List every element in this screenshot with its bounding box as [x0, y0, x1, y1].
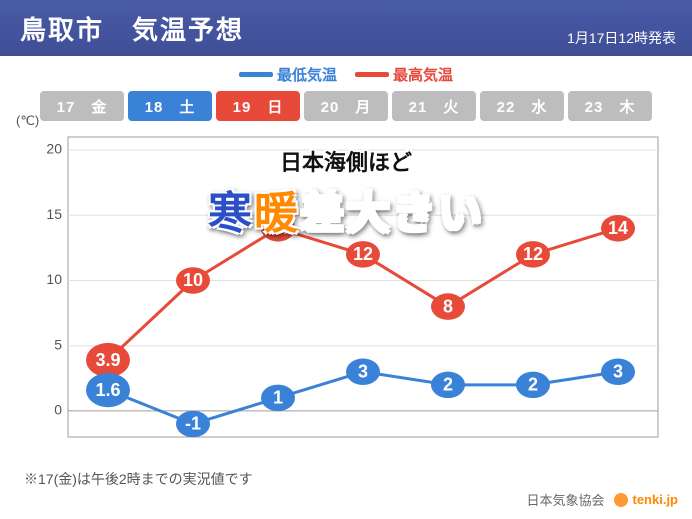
- value-label: 12: [523, 244, 543, 264]
- y-tick-label: 20: [46, 141, 62, 157]
- legend-low-label: 最低気温: [277, 64, 337, 85]
- day-chip: 22 水: [480, 91, 564, 121]
- day-chip: 18 土: [128, 91, 212, 121]
- value-label: 14: [268, 218, 288, 238]
- value-label: 8: [443, 296, 453, 316]
- y-axis-unit: (℃): [16, 113, 39, 129]
- value-label: 14: [608, 218, 628, 238]
- day-chip: 20 月: [304, 91, 388, 121]
- temperature-chart: 0 5 10 15 20 3.9 10 14 12 8 12 14 1.6 -1 1 3 2 2 3: [38, 127, 678, 467]
- forecast-card: 鳥取市 気温予想 1月17日12時発表 最低気温 最高気温 17 金18 土19…: [0, 0, 692, 519]
- attribution-org: 日本気象協会: [526, 490, 604, 509]
- day-chip: 21 火: [392, 91, 476, 121]
- value-label: 10: [183, 270, 203, 290]
- legend: 最低気温 最高気温: [0, 56, 692, 91]
- chart-area: (℃) 051015203.9101412812141.6-113223: [38, 127, 678, 467]
- attribution: 日本気象協会 tenki.jp: [526, 490, 678, 509]
- card-header: 鳥取市 気温予想 1月17日12時発表: [0, 0, 692, 56]
- footnote: ※17(金)は午後2時までの実況値です: [0, 467, 692, 489]
- legend-low-swatch: [239, 72, 273, 77]
- legend-high-swatch: [355, 72, 389, 77]
- attribution-site: tenki.jp: [632, 492, 678, 507]
- day-chip: 23 木: [568, 91, 652, 121]
- value-label: 1.6: [95, 380, 120, 400]
- value-label: 12: [353, 244, 373, 264]
- weekday-bar: 17 金18 土19 日20 月21 火22 水23 木: [0, 91, 692, 127]
- issued-time: 1月17日12時発表: [567, 28, 676, 48]
- legend-high: 最高気温: [355, 64, 453, 85]
- value-label: 2: [443, 375, 453, 395]
- legend-low: 最低気温: [239, 64, 337, 85]
- day-chip: 17 金: [40, 91, 124, 121]
- y-tick-label: 5: [54, 336, 62, 352]
- y-tick-label: 15: [46, 206, 62, 222]
- value-label: 2: [528, 375, 538, 395]
- tenki-logo: tenki.jp: [614, 492, 678, 507]
- value-label: 3.9: [95, 350, 120, 370]
- value-label: 1: [273, 388, 283, 408]
- card-title: 鳥取市 気温予想: [20, 10, 244, 47]
- y-tick-label: 10: [46, 271, 62, 287]
- y-tick-label: 0: [54, 402, 62, 418]
- value-label: 3: [358, 362, 368, 382]
- day-chip: 19 日: [216, 91, 300, 121]
- plot-frame: [68, 137, 658, 437]
- sun-icon: [614, 493, 628, 507]
- value-label: 3: [613, 362, 623, 382]
- value-label: -1: [185, 414, 201, 434]
- legend-high-label: 最高気温: [393, 64, 453, 85]
